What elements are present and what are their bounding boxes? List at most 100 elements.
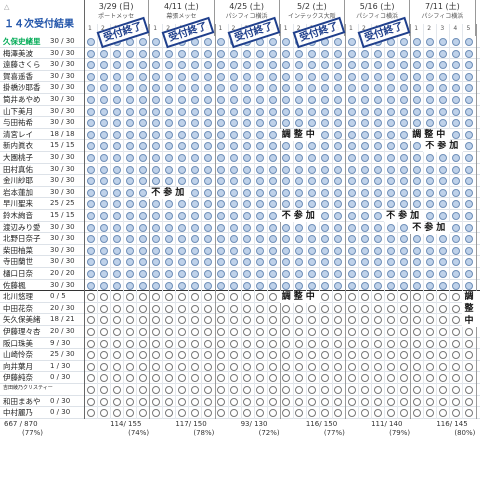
- slot-circle: [112, 386, 121, 394]
- slot-circle: [347, 362, 356, 371]
- venue-label: パシフィコ横浜: [356, 13, 399, 20]
- slot-circle: [203, 351, 212, 360]
- slot-circle: [334, 362, 343, 371]
- slot-circle: [190, 409, 199, 418]
- slot-circle: [321, 212, 330, 220]
- slot-circle: [451, 119, 460, 128]
- slot-circle: [438, 374, 447, 383]
- slot-circle: [334, 397, 343, 406]
- slot-circle: [230, 386, 239, 394]
- slot-circle: [464, 165, 473, 174]
- slot-circle: [164, 397, 173, 406]
- slot-circle: [190, 304, 199, 313]
- slot-circle: [269, 374, 278, 383]
- slot-circle: [360, 258, 369, 267]
- slot-circle: [282, 304, 291, 313]
- slot-circle: [412, 61, 421, 70]
- slot-circle: [399, 351, 408, 360]
- slot-circle: [295, 386, 304, 394]
- slot-circle: [217, 235, 225, 244]
- slot-circle: [138, 351, 147, 360]
- slot-circle: [112, 142, 121, 151]
- slot-circle: [203, 293, 212, 302]
- slot-circle: [243, 258, 252, 267]
- slot-circle: [451, 84, 460, 93]
- slot-circle: [321, 188, 330, 197]
- slot-circle: [308, 200, 317, 209]
- slot-circle: [230, 374, 239, 383]
- slot-circle: [399, 270, 408, 278]
- slot-circle: [190, 374, 199, 383]
- slot-circle: [203, 188, 212, 197]
- slot-circle: [464, 38, 473, 46]
- slot-circle: [125, 386, 134, 394]
- slot-circle: [256, 374, 265, 383]
- slot-circle: [438, 61, 447, 70]
- slot-circle: [438, 293, 447, 302]
- member-name: 伊藤純奈: [3, 373, 33, 383]
- slot-circle: [256, 316, 265, 325]
- slot-circle: [399, 177, 408, 186]
- slot-circle: [190, 177, 199, 186]
- slot-circle: [321, 316, 330, 325]
- slot-circle: [177, 351, 186, 360]
- slot-circle: [360, 165, 369, 174]
- slot-circle: [334, 351, 343, 360]
- slot-circle: [451, 38, 460, 46]
- slot-circle: [230, 351, 239, 360]
- slot-circle: [451, 316, 460, 325]
- slot-circle: [86, 107, 95, 116]
- slot-circle: [425, 293, 434, 302]
- slot-circle: [230, 154, 239, 162]
- slot-circle: [112, 223, 121, 232]
- member-score: 30 / 30: [50, 60, 75, 69]
- slot-circle: [99, 386, 108, 394]
- slot-circle: [217, 409, 225, 418]
- slot-circle: [464, 397, 473, 406]
- member-score: 0 / 30: [50, 408, 71, 417]
- column-divider: [371, 24, 373, 419]
- slot-circle: [282, 409, 291, 418]
- slot-circle: [99, 61, 108, 70]
- member-name: 遠藤さくら: [3, 60, 41, 70]
- slot-circle: [321, 351, 330, 360]
- slot-circle: [451, 339, 460, 348]
- row-divider: [0, 127, 480, 129]
- slot-circle: [230, 339, 239, 348]
- slot-circle: [164, 351, 173, 360]
- slot-circle: [177, 304, 186, 313]
- slot-circle: [425, 212, 434, 220]
- slot-circle: [151, 130, 160, 139]
- slot-circle: [99, 270, 108, 278]
- slot-circle: [256, 409, 265, 418]
- slot-circle: [386, 223, 395, 232]
- slot-circle: [386, 200, 395, 209]
- slot-circle: [347, 409, 356, 418]
- slot-circle: [99, 258, 108, 267]
- member-score: 30 / 30: [50, 118, 75, 127]
- slot-circle: [438, 386, 447, 394]
- slot-circle: [243, 212, 252, 220]
- slot-circle: [399, 96, 408, 104]
- slot-circle: [451, 49, 460, 58]
- part-number: 1: [218, 25, 223, 32]
- slot-circle: [256, 72, 265, 81]
- member-score: 30 / 30: [50, 37, 75, 45]
- slot-circle: [203, 119, 212, 128]
- slot-circle: [373, 258, 382, 267]
- slot-circle: [99, 351, 108, 360]
- slot-circle: [138, 49, 147, 58]
- slot-circle: [308, 223, 317, 232]
- member-score: 30 / 30: [50, 222, 75, 231]
- slot-circle: [373, 281, 382, 290]
- slot-circle: [308, 188, 317, 197]
- slot-circle: [86, 223, 95, 232]
- slot-circle: [203, 38, 212, 46]
- slot-circle: [164, 374, 173, 383]
- total-percent: (77%): [323, 428, 345, 437]
- member-score: 20 / 30: [50, 303, 75, 312]
- slot-circle: [112, 84, 121, 93]
- slot-circle: [399, 165, 408, 174]
- row-divider: [0, 69, 480, 71]
- slot-circle: [86, 165, 95, 174]
